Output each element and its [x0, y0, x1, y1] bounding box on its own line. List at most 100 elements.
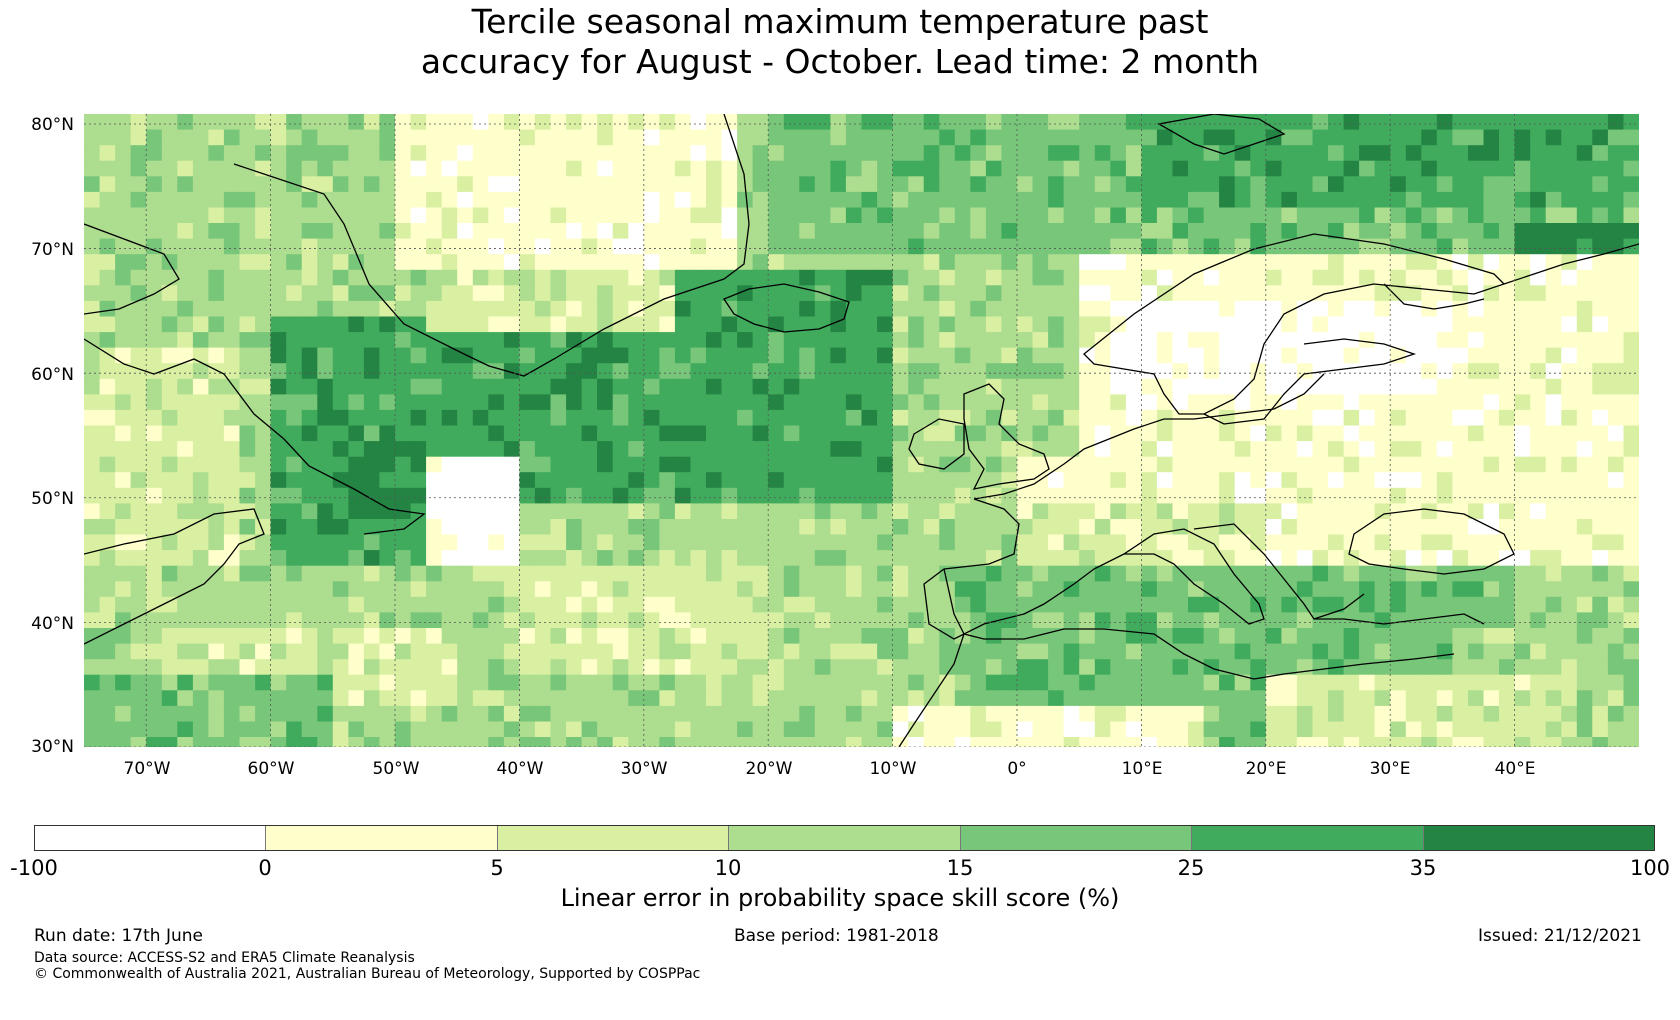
skill-cell — [519, 674, 536, 691]
skill-cell — [783, 160, 800, 177]
skill-cell — [628, 316, 645, 333]
skill-cell — [115, 316, 132, 333]
skill-cell — [1514, 191, 1531, 209]
skill-cell — [752, 176, 769, 193]
skill-cell — [861, 628, 878, 645]
skill-cell — [1623, 300, 1639, 318]
skill-cell — [488, 721, 505, 738]
skill-cell — [161, 207, 178, 224]
skill-cell — [317, 456, 334, 473]
skill-cell — [566, 705, 583, 723]
skill-cell — [239, 596, 256, 613]
skill-cell — [519, 456, 536, 473]
skill-cell — [1017, 176, 1034, 193]
skill-cell — [1203, 145, 1220, 162]
skill-cell — [301, 207, 318, 224]
skill-cell — [597, 690, 614, 707]
skill-cell — [1172, 332, 1189, 349]
skill-cell — [581, 176, 598, 193]
skill-cell — [255, 129, 272, 146]
skill-cell — [161, 145, 178, 162]
skill-cell — [1328, 705, 1345, 723]
skill-cell — [1530, 690, 1547, 707]
skill-cell — [395, 145, 412, 162]
skill-cell — [99, 596, 116, 613]
skill-cell — [192, 160, 209, 177]
skill-cell — [628, 129, 645, 146]
skill-cell — [84, 145, 101, 162]
skill-cell — [566, 503, 583, 520]
skill-cell — [99, 160, 116, 177]
skill-cell — [1390, 441, 1407, 458]
skill-cell — [1188, 176, 1205, 193]
skill-cell — [1374, 238, 1391, 255]
skill-cell — [1281, 534, 1298, 551]
skill-cell — [1281, 269, 1298, 286]
skill-cell — [783, 534, 800, 551]
skill-cell — [768, 596, 785, 613]
skill-cell — [1359, 191, 1376, 209]
skill-cell — [1561, 487, 1578, 504]
skill-cell — [1234, 596, 1251, 613]
skill-cell — [177, 472, 194, 489]
skill-cell — [1079, 145, 1096, 162]
skill-cell — [1250, 550, 1267, 567]
skill-cell — [581, 254, 598, 271]
skill-cell — [472, 160, 489, 177]
skill-cell — [923, 129, 940, 146]
skill-cell — [472, 659, 489, 676]
skill-cell — [954, 721, 971, 738]
skill-cell — [1514, 487, 1531, 504]
skill-cell — [1405, 300, 1422, 318]
skill-cell — [1032, 129, 1049, 146]
skill-cell — [566, 332, 583, 349]
skill-cell — [581, 238, 598, 255]
skill-cell — [1405, 347, 1422, 364]
skill-cell — [830, 721, 847, 738]
skill-cell — [612, 378, 629, 395]
skill-cell — [457, 690, 474, 707]
skill-cell — [861, 378, 878, 395]
skill-cell — [1514, 238, 1531, 255]
skill-cell — [1421, 550, 1438, 567]
skill-cell — [1219, 565, 1236, 582]
skill-cell — [814, 456, 831, 473]
skill-cell — [1592, 269, 1609, 286]
skill-cell — [1405, 472, 1422, 489]
skill-cell — [208, 176, 225, 193]
skill-cell — [1405, 114, 1422, 131]
colorbar-segment-3 — [729, 826, 961, 850]
skill-cell — [317, 269, 334, 286]
skill-cell — [768, 674, 785, 691]
skill-cell — [1530, 254, 1547, 271]
skill-cell — [643, 347, 660, 364]
skill-cell — [939, 534, 956, 551]
skill-cell — [1156, 238, 1174, 255]
skill-cell — [146, 409, 163, 427]
skill-cell — [892, 737, 909, 747]
skill-cell — [177, 332, 194, 349]
skill-cell — [488, 223, 505, 240]
skill-cell — [877, 207, 894, 224]
skill-cell — [612, 643, 629, 660]
skill-cell — [1094, 316, 1111, 333]
skill-cell — [1468, 176, 1485, 193]
skill-cell — [1141, 737, 1158, 747]
skill-cell — [1576, 254, 1593, 271]
skill-cell — [783, 472, 800, 489]
skill-cell — [457, 581, 474, 598]
skill-cell — [255, 581, 272, 598]
skill-cell — [1265, 737, 1282, 747]
skill-cell — [1017, 332, 1034, 349]
skill-cell — [877, 114, 894, 131]
gridlines — [84, 114, 1639, 747]
skill-cell — [130, 176, 147, 193]
skill-cell — [1032, 160, 1049, 177]
skill-cell — [192, 394, 209, 411]
skill-cell — [1592, 534, 1609, 551]
skill-cell — [1592, 363, 1609, 380]
skill-cell — [1094, 145, 1111, 162]
skill-cell — [286, 534, 303, 551]
skill-cell — [146, 690, 163, 707]
skill-cell — [1141, 129, 1158, 146]
